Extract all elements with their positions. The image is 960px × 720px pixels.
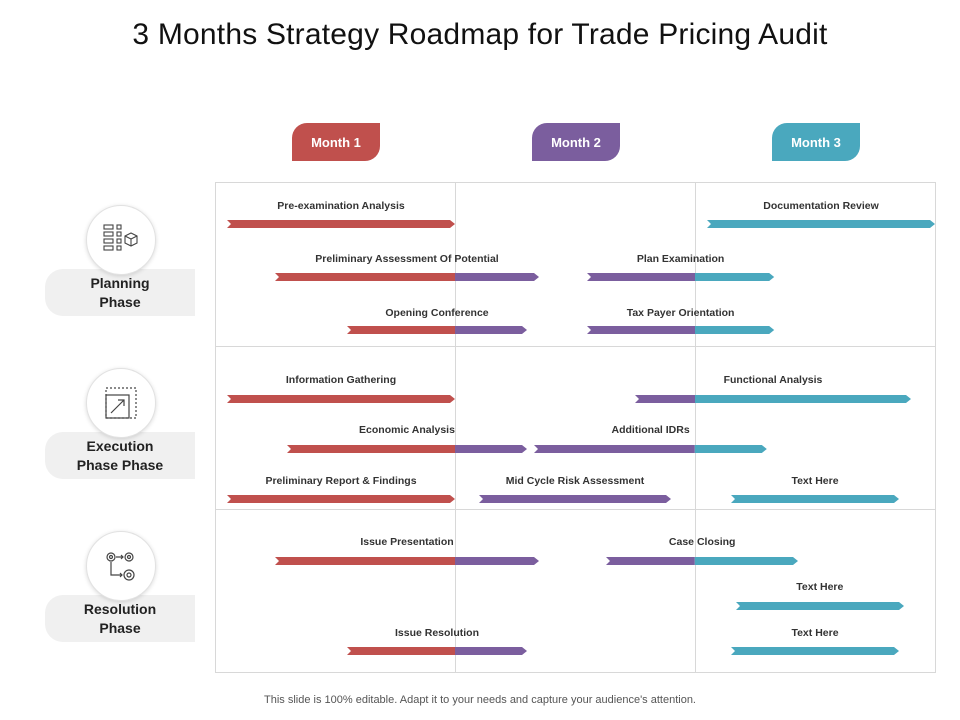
task-bar-segment-month-3: [707, 220, 935, 228]
task-bar-segment-month-3: [694, 445, 767, 453]
task-label: Documentation Review: [763, 200, 879, 212]
task-bar-segment-month-2: [455, 647, 527, 655]
task-bar: [587, 326, 775, 334]
task-bar-segment-month-2: [534, 445, 695, 453]
task-bar: [587, 273, 775, 281]
task-bar-segment-month-3: [695, 395, 911, 403]
task-bar-segment-month-1: [275, 557, 455, 565]
roadmap-grid: [215, 182, 936, 673]
task-label: Issue Presentation: [360, 536, 454, 548]
grid-divider: [695, 182, 696, 673]
task-label: Economic Analysis: [359, 424, 455, 436]
task-label: Text Here: [796, 581, 844, 593]
task-bar-segment-month-2: [587, 273, 695, 281]
resolution-phase-icon-badge: [86, 531, 156, 601]
phase-label: Resolution Phase: [83, 600, 157, 636]
task-bar-segment-month-1: [287, 445, 455, 453]
task-bar-segment-month-3: [695, 273, 775, 281]
task-bar-segment-month-2: [455, 273, 539, 281]
task-label: Text Here: [791, 475, 839, 487]
task-bar-segment-month-3: [695, 326, 775, 334]
task-bar: [731, 647, 899, 655]
footer-note: This slide is 100% editable. Adapt it to…: [264, 694, 696, 706]
task-bar: [287, 445, 527, 453]
grid-divider: [455, 182, 456, 673]
task-bar-segment-month-2: [606, 557, 695, 565]
task-bar: [635, 395, 911, 403]
phase-label: Execution Phase Phase: [76, 437, 164, 473]
task-label: Tax Payer Orientation: [626, 307, 735, 319]
task-label: Additional IDRs: [611, 424, 690, 436]
task-bar: [227, 220, 455, 228]
task-label: Pre-examination Analysis: [277, 200, 405, 212]
task-bar: [735, 602, 904, 610]
task-label: Opening Conference: [385, 307, 489, 319]
task-bar-segment-month-2: [455, 557, 539, 565]
task-bar: [275, 273, 539, 281]
task-bar-segment-month-3: [731, 647, 899, 655]
task-bar-segment-month-3: [694, 557, 799, 565]
task-bar: [731, 495, 899, 503]
grid-divider: [215, 346, 936, 347]
month-1-header: Month 1: [292, 123, 380, 161]
blocks-cube-icon: [103, 224, 138, 251]
task-bar: [275, 557, 539, 565]
task-bar-segment-month-2: [479, 495, 671, 503]
task-bar: [347, 647, 527, 655]
task-bar: [606, 557, 799, 565]
task-label: Functional Analysis: [723, 374, 823, 386]
task-bar-segment-month-1: [347, 647, 455, 655]
task-bar-segment-month-1: [347, 326, 455, 334]
task-bar: [227, 495, 455, 503]
task-bar-segment-month-1: [227, 220, 455, 228]
task-bar-segment-month-2: [455, 445, 527, 453]
task-bar-segment-month-2: [635, 395, 695, 403]
phase-label: Planning Phase: [90, 274, 150, 310]
task-bar: [479, 495, 671, 503]
task-bar-segment-month-2: [455, 326, 527, 334]
task-label: Information Gathering: [285, 374, 397, 386]
task-label: Issue Resolution: [394, 627, 480, 639]
task-bar-segment-month-3: [731, 495, 899, 503]
execution-phase-icon-badge: [86, 368, 156, 438]
gears-flow-icon: [106, 552, 135, 581]
task-bar: [534, 445, 767, 453]
task-bar: [707, 220, 935, 228]
execution-phase-label: Execution Phase Phase: [45, 432, 195, 479]
task-bar-segment-month-1: [275, 273, 455, 281]
task-bar-segment-month-1: [227, 495, 455, 503]
task-label: Preliminary Report & Findings: [265, 475, 417, 487]
grid-divider: [215, 509, 936, 510]
task-bar-segment-month-2: [587, 326, 695, 334]
month-2-header: Month 2: [532, 123, 620, 161]
task-bar-segment-month-3: [735, 602, 904, 610]
task-label: Text Here: [791, 627, 839, 639]
task-label: Case Closing: [668, 536, 736, 548]
planning-phase-label: Planning Phase: [45, 269, 195, 316]
task-label: Plan Examination: [636, 253, 725, 265]
task-bar: [347, 326, 527, 334]
task-label: Mid Cycle Risk Assessment: [505, 475, 645, 487]
page-title: 3 Months Strategy Roadmap for Trade Pric…: [132, 18, 828, 51]
resolution-phase-label: Resolution Phase: [45, 595, 195, 642]
planning-phase-icon-badge: [86, 205, 156, 275]
task-bar: [227, 395, 455, 403]
month-3-header: Month 3: [772, 123, 860, 161]
expand-frame-icon: [105, 387, 137, 419]
task-bar-segment-month-1: [227, 395, 455, 403]
task-label: Preliminary Assessment Of Potential: [315, 253, 499, 265]
